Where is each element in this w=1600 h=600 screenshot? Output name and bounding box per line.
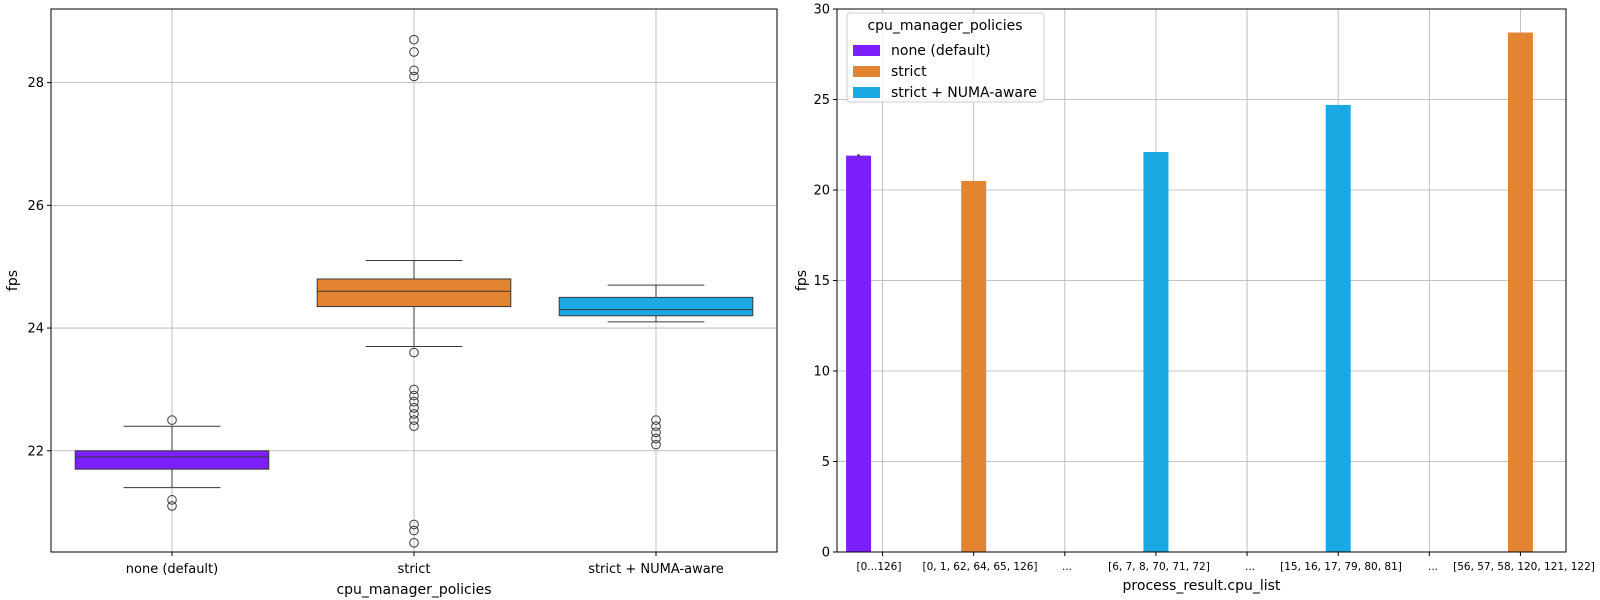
bar-strict-numa-aware: [1325, 104, 1351, 553]
box-plot-chart: 22 24 26 28 none (default) strict strict + NUM…: [5, 8, 778, 598]
x-tick-label: [0...126]: [857, 561, 902, 573]
outlier-point: [651, 415, 661, 425]
x-tick-label: strict: [397, 562, 430, 577]
outlier-point: [167, 501, 177, 511]
outlier-point: [409, 537, 419, 548]
outlier-point: [409, 409, 419, 419]
x-tick-label: [0, 1, 62, 64, 65, 126]: [922, 561, 1037, 573]
x-tick-label: [15, 16, 17, 79, 80, 81]: [1280, 561, 1402, 573]
outlier-point: [409, 415, 419, 425]
x-tick-label: [56, 57, 58, 120, 121, 122]: [1453, 561, 1595, 573]
x-tick-label: [6, 7, 8, 70, 71, 72]: [1108, 561, 1210, 573]
y-axis-title: fps: [5, 270, 21, 291]
bar-strict-numa-aware: [1143, 151, 1169, 553]
box-strict: [316, 278, 512, 308]
outlier-point: [409, 396, 419, 407]
outlier-point: [409, 47, 419, 57]
y-tick-label: 15: [813, 274, 830, 289]
y-tick-label: 28: [27, 76, 44, 91]
y-tick-label: 24: [27, 322, 44, 337]
outlier-point: [409, 34, 419, 45]
outlier-point: [409, 71, 419, 82]
y-tick-label: 25: [813, 93, 830, 108]
outlier-point: [651, 433, 661, 444]
outlier-point: [409, 390, 419, 401]
x-tick-label: none (default): [126, 562, 218, 577]
legend-swatch: [853, 45, 880, 56]
y-tick-label: 5: [822, 455, 830, 470]
outlier-point: [651, 439, 661, 450]
y-axis-title: fps: [794, 270, 810, 291]
x-tick-label: ...: [1062, 561, 1072, 573]
outlier-point: [409, 347, 419, 358]
bar-none-default-: [846, 155, 872, 553]
outlier-point: [409, 65, 419, 76]
outlier-point: [167, 415, 177, 425]
legend-title: cpu_manager_policies: [867, 18, 1022, 34]
legend-entry: none (default): [891, 43, 991, 59]
outlier-point: [409, 519, 419, 530]
legend-swatch: [853, 66, 880, 77]
bar-strict: [1507, 32, 1533, 552]
legend-box: [846, 12, 1045, 103]
outlier-point: [167, 495, 177, 505]
legend-entry: strict: [891, 64, 927, 80]
outlier-point: [409, 403, 419, 413]
x-tick-label: strict + NUMA-aware: [588, 562, 724, 577]
outlier-point: [651, 421, 661, 432]
outlier-point: [409, 525, 419, 536]
x-tick-label: ...: [1245, 561, 1255, 573]
y-tick-label: 10: [813, 365, 830, 380]
legend-entry: strict + NUMA-aware: [891, 85, 1037, 101]
outlier-point: [409, 421, 419, 432]
y-tick-label: 0: [822, 546, 830, 561]
x-tick-label: ...: [1428, 561, 1438, 573]
y-tick-label: 30: [813, 3, 830, 18]
bar-strict: [961, 180, 987, 552]
x-axis-title: process_result.cpu_list: [1123, 578, 1281, 594]
bar-chart: 0 5 10 15 20 25 30 [0...126] [0, 1, 62, 64, 65, …: [794, 3, 1595, 595]
y-tick-label: 22: [27, 444, 44, 459]
x-axis-title: cpu_manager_policies: [336, 582, 491, 598]
y-tick-label: 26: [27, 199, 44, 214]
box-none-default-: [74, 450, 270, 470]
y-tick-label: 20: [813, 184, 830, 199]
legend-swatch: [853, 87, 880, 98]
outlier-point: [409, 384, 419, 395]
outlier-point: [651, 427, 661, 438]
box-strict-numa-aware: [558, 296, 754, 317]
